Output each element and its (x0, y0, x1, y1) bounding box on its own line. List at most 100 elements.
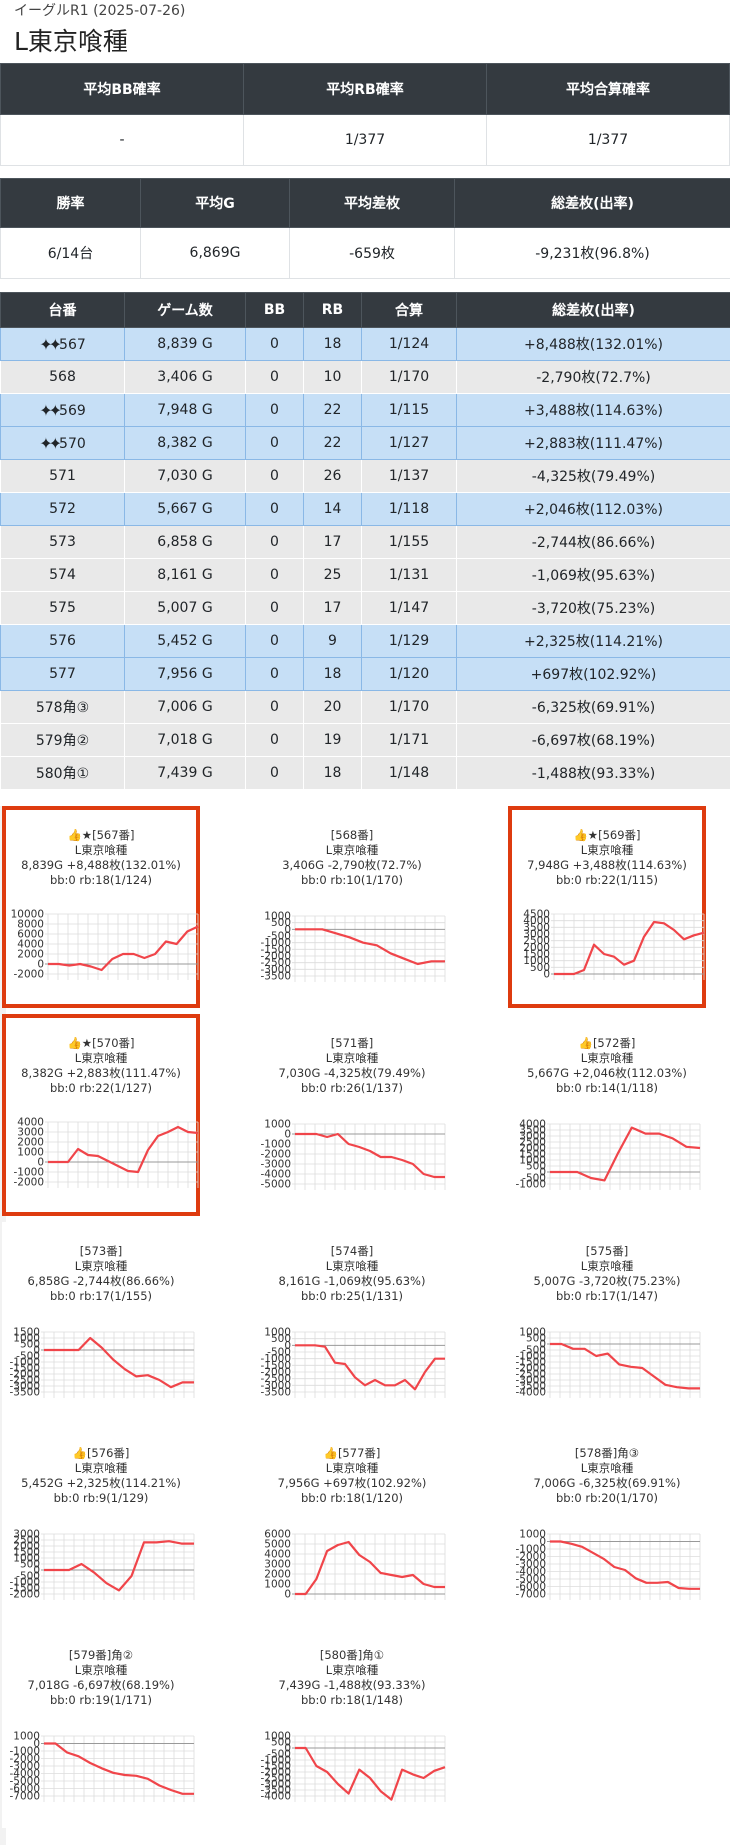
cell-diff: -1,488枚(93.33%) (456, 756, 730, 790)
machine-chart-card[interactable]: [573番] L東京喰種 6,858G -2,744枚(86.66%) bb:0 rb… (2, 1222, 200, 1424)
machine-row[interactable]: 577 7,956 G 0 18 1/120 +697枚(102.92%) (0, 657, 730, 691)
chart-caption: [580番]角① L東京喰種 7,439G -1,488枚(93.33%) bb:0 … (253, 1648, 451, 1708)
cell-text: 7,018 G (157, 732, 213, 748)
cell-bb: 0 (245, 492, 304, 526)
chart-plot: 40003500300025002000150010005000-500-100… (515, 1119, 701, 1191)
chart-stats: 5,452G +2,325枚(114.21%) (21, 1476, 181, 1490)
cell-text: 5,452 G (157, 633, 213, 649)
value-avg-diff: -659枚 (289, 227, 455, 279)
cell-text: 1/129 (388, 633, 430, 649)
chart-caption: [571番] L東京喰種 7,030G -4,325枚(79.49%) bb:0 rb… (253, 1036, 451, 1096)
header-win-rate: 勝率 (0, 178, 141, 228)
machine-chart-card[interactable]: [568番] L東京喰種 3,406G -2,790枚(72.7%) bb:0 rb:… (253, 806, 451, 1008)
y-tick-label: -4000 (260, 1791, 291, 1803)
machine-chart-grid: 👍★[567番] L東京喰種 8,839G +8,488枚(132.01%) bb:0… (0, 806, 730, 1845)
y-tick-label: 1000 (13, 1333, 40, 1345)
value-win-rate: 6/14台 (0, 227, 141, 279)
y-tick-label: 8000 (17, 919, 44, 931)
y-tick-label: -3000 (260, 1779, 291, 1791)
machine-chart-card[interactable]: [580番]角① L東京喰種 7,439G -1,488枚(93.33%) bb:0 … (253, 1626, 451, 1828)
cell-games: 6,858 G (124, 525, 246, 559)
cell-text: 0 (270, 534, 279, 550)
cell-text: 574 (49, 567, 76, 583)
machine-row[interactable]: ✦✦569 7,948 G 0 22 1/115 +3,488枚(114.63%) (0, 393, 730, 427)
cell-text: 5,667 G (157, 501, 213, 517)
y-tick-label: -1000 (515, 1351, 546, 1363)
chart-stats: 7,948G +3,488枚(114.63%) (527, 858, 687, 872)
chart-plot: 10005000-500-1000-1500-2000-2500-3000-35… (515, 1327, 701, 1399)
y-tick-label: 0 (539, 1339, 546, 1351)
machine-row[interactable]: 572 5,667 G 0 14 1/118 +2,046枚(112.03%) (0, 492, 730, 526)
machine-row[interactable]: 574 8,161 G 0 25 1/131 -1,069枚(95.63%) (0, 558, 730, 592)
machine-row[interactable]: 568 3,406 G 0 10 1/170 -2,790枚(72.7%) (0, 360, 730, 394)
machine-row[interactable]: ✦✦570 8,382 G 0 22 1/127 +2,883枚(111.47%) (0, 426, 730, 460)
y-tick-label: -4000 (9, 1768, 40, 1780)
value-avg-rb: 1/377 (243, 114, 487, 166)
chart-name: L東京喰種 (580, 843, 634, 857)
machine-chart-card[interactable]: 👍[577番] L東京喰種 7,956G +697枚(102.92%) bb:0 rb… (253, 1424, 451, 1626)
y-tick-label: -500 (267, 931, 291, 943)
machine-row[interactable]: 580角① 7,439 G 0 18 1/148 -1,488枚(93.33%) (0, 756, 730, 790)
cell-text: -4,325枚(79.49%) (531, 469, 656, 485)
cell-text: +2,046枚(112.03%) (523, 502, 664, 518)
cell-text: 17 (323, 534, 342, 550)
cell-bb: 0 (245, 690, 304, 724)
machine-row[interactable]: 573 6,858 G 0 17 1/155 -2,744枚(86.66%) (0, 525, 730, 559)
machine-chart-card[interactable]: 👍★[567番] L東京喰種 8,839G +8,488枚(132.01%) bb:0… (2, 806, 200, 1008)
cell-text: 19 (323, 732, 342, 748)
cell-text: 577 (49, 666, 76, 682)
chart-caption: 👍★[570番] L東京喰種 8,382G +2,883枚(111.47%) bb:0… (6, 1036, 196, 1096)
y-tick-label: 2000 (17, 949, 44, 961)
cell-games: 7,439 G (124, 756, 246, 790)
cell-bb: 0 (245, 393, 304, 427)
machine-chart-card[interactable]: 👍[572番] L東京喰種 5,667G +2,046枚(112.03%) bb:0 … (508, 1014, 706, 1216)
machine-chart-card[interactable]: [579番]角② L東京喰種 7,018G -6,697枚(68.19%) bb:0 … (2, 1626, 200, 1828)
machine-chart-card[interactable]: [571番] L東京喰種 7,030G -4,325枚(79.49%) bb:0 rb… (253, 1014, 451, 1216)
y-tick-label: -500 (522, 1173, 546, 1185)
chart-bonus: bb:0 rb:19(1/171) (49, 1693, 153, 1707)
cell-text: 8,382 G (157, 435, 213, 451)
y-tick-label: 0 (543, 969, 550, 981)
machine-row[interactable]: ✦✦567 8,839 G 0 18 1/124 +8,488枚(132.01%) (0, 327, 730, 361)
chart-stats: 7,956G +697枚(102.92%) (277, 1476, 427, 1490)
y-tick-label: 1500 (13, 1547, 40, 1559)
cell-text: 17 (323, 600, 342, 616)
header-total-diff: 総差枚(出率) (454, 178, 730, 228)
chart-bonus: bb:0 rb:18(1/148) (300, 1693, 404, 1707)
machine-chart-card[interactable]: 👍★[569番] L東京喰種 7,948G +3,488枚(114.63%) bb:0… (508, 806, 706, 1008)
machine-chart-card[interactable]: 👍★[570番] L東京喰種 8,382G +2,883枚(111.47%) bb:0… (2, 1014, 200, 1216)
machine-row[interactable]: 571 7,030 G 0 26 1/137 -4,325枚(79.49%) (0, 459, 730, 493)
cell-games: 3,406 G (124, 360, 246, 394)
y-tick-label: 4000 (523, 915, 550, 927)
cell-machine-no: 575 (0, 591, 125, 625)
machine-chart-card[interactable]: [578番]角③ L東京喰種 7,006G -6,325枚(69.91%) bb:0 … (508, 1424, 706, 1626)
chart-name: L東京喰種 (325, 1051, 379, 1065)
cell-text: 7,439 G (157, 765, 213, 781)
cell-diff: +2,883枚(111.47%) (456, 426, 730, 460)
machine-row[interactable]: 575 5,007 G 0 17 1/147 -3,720枚(75.23%) (0, 591, 730, 625)
chart-label: 👍[576番] (72, 1446, 130, 1460)
cell-text: 0 (270, 666, 279, 682)
cell-text: 578角③ (35, 700, 90, 716)
machine-chart-card[interactable]: 👍[576番] L東京喰種 5,452G +2,325枚(114.21%) bb:0 … (2, 1424, 200, 1626)
cell-diff: -2,790枚(72.7%) (456, 360, 730, 394)
chart-stats: 8,382G +2,883枚(111.47%) (21, 1066, 181, 1080)
y-tick-label: 0 (284, 924, 291, 936)
machine-chart-card[interactable]: [574番] L東京喰種 8,161G -1,069枚(95.63%) bb:0 rb… (253, 1222, 451, 1424)
machine-chart-card[interactable]: [575番] L東京喰種 5,007G -3,720枚(75.23%) bb:0 rb… (508, 1222, 706, 1424)
machine-row[interactable]: 579角② 7,018 G 0 19 1/171 -6,697枚(68.19%) (0, 723, 730, 757)
cell-bb: 0 (245, 756, 304, 790)
y-tick-label: 1000 (519, 1529, 546, 1541)
cell-text: +2,883枚(111.47%) (523, 436, 664, 452)
y-tick-label: -4000 (260, 1169, 291, 1181)
chart-stats: 5,667G +2,046枚(112.03%) (527, 1066, 687, 1080)
y-tick-label: -1000 (515, 1179, 546, 1191)
chart-caption: 👍[576番] L東京喰種 5,452G +2,325枚(114.21%) bb:0 … (2, 1446, 200, 1506)
y-tick-label: -2500 (260, 1373, 291, 1385)
y-tick-label: 1000 (13, 1731, 40, 1743)
machine-row[interactable]: 576 5,452 G 0 9 1/129 +2,325枚(114.21%) (0, 624, 730, 658)
cell-bb: 0 (245, 657, 304, 691)
y-tick-label: 500 (20, 1339, 40, 1351)
machine-row[interactable]: 578角③ 7,006 G 0 20 1/170 -6,325枚(69.91%) (0, 690, 730, 724)
cell-games: 8,382 G (124, 426, 246, 460)
